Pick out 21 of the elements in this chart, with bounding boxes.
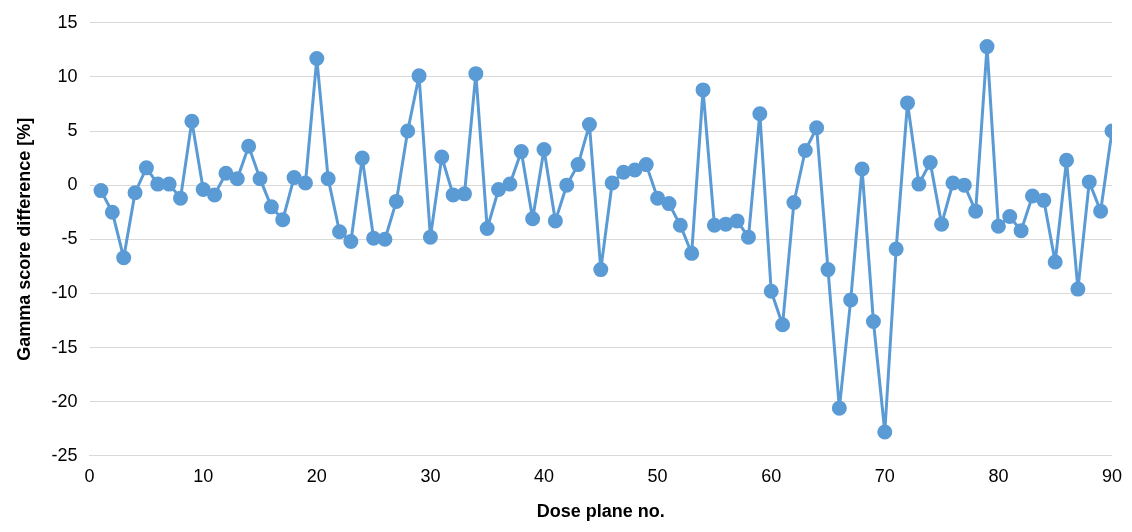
x-tick-label: 80 bbox=[988, 465, 1009, 486]
y-tick-label: 10 bbox=[57, 65, 78, 86]
y-axis-title: Gamma score difference [%] bbox=[13, 117, 34, 361]
y-tick-label: 5 bbox=[67, 120, 78, 141]
x-tick-label: 40 bbox=[533, 465, 555, 486]
y-tick-label: -10 bbox=[51, 282, 78, 303]
y-tick-label: 15 bbox=[57, 11, 78, 32]
y-tick-label: -25 bbox=[51, 444, 78, 465]
x-tick-label: 20 bbox=[306, 465, 327, 486]
x-tick-label: 10 bbox=[193, 465, 214, 486]
x-tick-label: 0 bbox=[84, 465, 95, 486]
x-tick-label: 60 bbox=[761, 465, 782, 486]
y-tick-label: -15 bbox=[51, 336, 78, 357]
y-tick-label: -5 bbox=[61, 228, 78, 249]
x-axis-title: Dose plane no. bbox=[536, 501, 665, 522]
x-tick-label: 90 bbox=[1101, 465, 1122, 486]
x-tick-label: 50 bbox=[647, 465, 668, 486]
x-tick-label: 70 bbox=[874, 465, 895, 486]
y-tick-label: -20 bbox=[51, 390, 78, 411]
x-tick-label: 30 bbox=[420, 465, 441, 486]
y-tick-label: 0 bbox=[67, 174, 78, 195]
